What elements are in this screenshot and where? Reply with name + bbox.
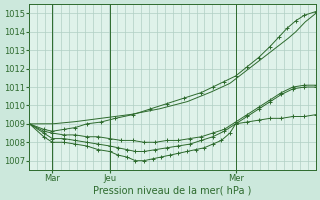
X-axis label: Pression niveau de la mer( hPa ): Pression niveau de la mer( hPa )	[93, 186, 252, 196]
